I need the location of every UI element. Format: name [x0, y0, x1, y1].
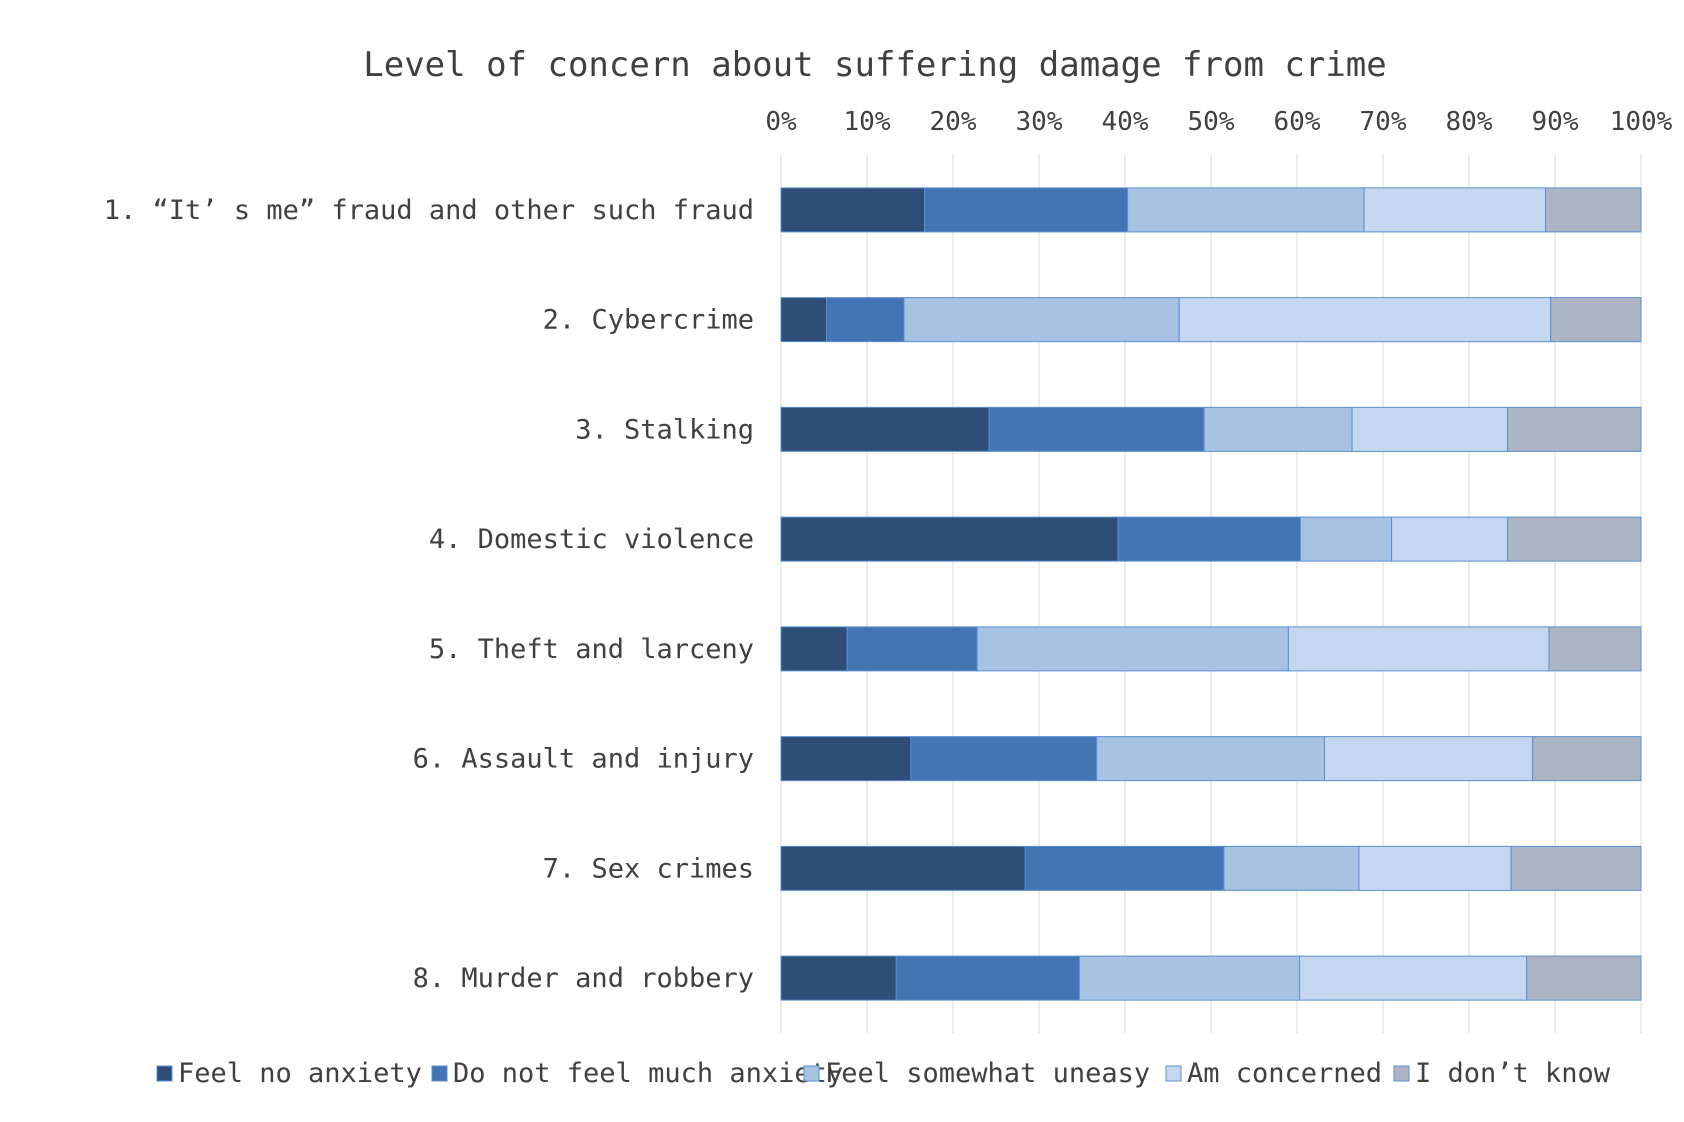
bar-segment — [976, 626, 1289, 672]
bar-segment — [1287, 626, 1550, 672]
legend-label: Feel no anxiety — [178, 1058, 422, 1089]
legend-swatch — [1165, 1065, 1182, 1082]
category-label: 7. Sex crimes — [543, 853, 754, 884]
x-tick-label: 50% — [1188, 107, 1235, 137]
bar-segment — [1351, 406, 1509, 452]
bars — [780, 187, 1642, 1001]
bar-segment — [1127, 187, 1365, 233]
category-label: 3. Stalking — [575, 414, 754, 445]
x-tick-label: 90% — [1532, 107, 1579, 137]
bar-segment — [780, 736, 912, 782]
bar-segment — [846, 626, 978, 672]
chart-title: Level of concern about suffering damage … — [363, 45, 1387, 85]
bar-segment — [1358, 845, 1512, 891]
bar-segment — [1078, 955, 1301, 1001]
x-axis-ticks: 0% 10% 20% 30% 40% 50% 60% 70% 80% 90% 100% — [765, 107, 1672, 137]
legend-swatch — [1393, 1065, 1410, 1082]
legend-swatch — [803, 1065, 820, 1082]
category-label: 1. “It’ s me” fraud and other such fraud — [104, 195, 754, 226]
legend-label: Am concerned — [1187, 1058, 1382, 1089]
x-tick-label: 10% — [844, 107, 891, 137]
bar-segment — [780, 406, 990, 452]
bar-segment — [1526, 955, 1642, 1001]
bar-segment — [1299, 955, 1528, 1001]
legend-label: I don’t know — [1415, 1058, 1611, 1089]
legend-label: Do not feel much anxiety — [453, 1058, 843, 1089]
bar-segment — [780, 516, 1119, 562]
bar-segment — [1024, 845, 1225, 891]
bar-segment — [1507, 516, 1642, 562]
bar-segment — [780, 955, 897, 1001]
bar-segment — [780, 187, 926, 233]
bar-segment — [1507, 406, 1642, 452]
x-tick-label: 20% — [930, 107, 977, 137]
x-tick-label: 40% — [1102, 107, 1149, 137]
bar-segment — [1532, 736, 1642, 782]
x-tick-label: 0% — [765, 107, 797, 137]
bar-segment — [903, 297, 1180, 343]
category-label: 8. Murder and robbery — [413, 963, 754, 994]
bar-segment — [780, 297, 828, 343]
bar-segment — [1550, 297, 1642, 343]
bar-segment — [780, 626, 848, 672]
bar-segment — [1299, 516, 1393, 562]
bar-segment — [924, 187, 1129, 233]
x-tick-label: 30% — [1016, 107, 1063, 137]
bar-segment — [1363, 187, 1547, 233]
category-label: 2. Cybercrime — [543, 305, 754, 336]
bar-segment — [1223, 845, 1360, 891]
bar-segment — [1117, 516, 1301, 562]
x-tick-label: 80% — [1446, 107, 1493, 137]
bar-segment — [895, 955, 1080, 1001]
x-tick-label: 100% — [1610, 107, 1673, 137]
gridlines — [780, 155, 1642, 1033]
bar-segment — [1548, 626, 1642, 672]
category-label: 5. Theft and larceny — [429, 634, 754, 665]
bar-segment — [1178, 297, 1552, 343]
bar-segment — [1096, 736, 1326, 782]
bar-segment — [1324, 736, 1534, 782]
bar-segment — [1391, 516, 1509, 562]
legend-swatch — [156, 1065, 173, 1082]
x-tick-label: 70% — [1360, 107, 1407, 137]
bar-segment — [1545, 187, 1642, 233]
bar-segment — [1510, 845, 1642, 891]
legend-swatch — [431, 1065, 448, 1082]
category-label: 4. Domestic violence — [429, 524, 754, 555]
bar-segment — [910, 736, 1098, 782]
category-label: 6. Assault and injury — [413, 744, 754, 775]
bar-segment — [780, 845, 1026, 891]
legend-label: Feel somewhat uneasy — [825, 1058, 1150, 1089]
x-tick-label: 60% — [1274, 107, 1321, 137]
bar-segment — [826, 297, 905, 343]
legend: Feel no anxiety Do not feel much anxietyF… — [156, 1058, 1611, 1089]
category-labels: 1. “It’ s me” fraud and other such fraud… — [104, 195, 754, 994]
bar-segment — [1203, 406, 1353, 452]
bar-segment — [988, 406, 1205, 452]
